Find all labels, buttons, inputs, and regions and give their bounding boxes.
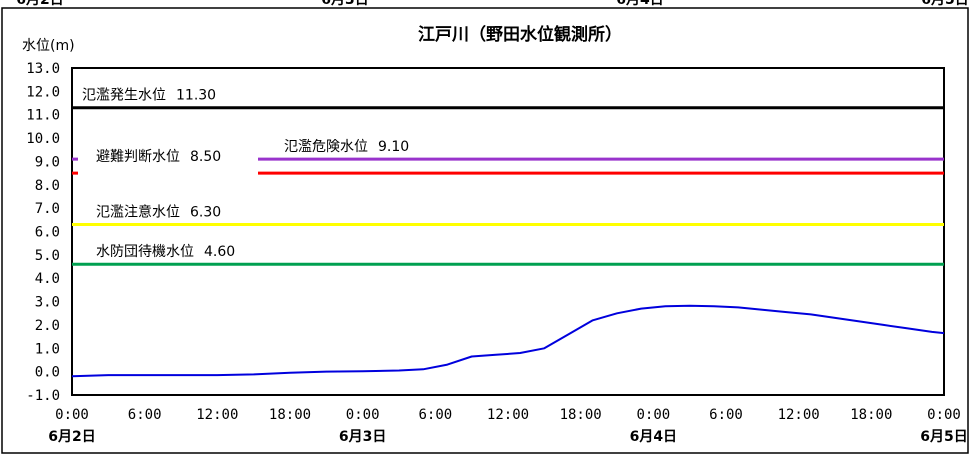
- y-axis-label: 水位(m): [22, 38, 75, 54]
- chart-title: 江戸川（野田水位観測所）: [418, 24, 622, 45]
- date-label: 6月5日: [920, 429, 967, 445]
- reference-line-value: 4.60: [204, 244, 235, 260]
- y-tick-label: 7.0: [35, 201, 60, 217]
- reference-line-value: 11.30: [176, 88, 216, 104]
- y-tick-label: -1.0: [26, 388, 60, 404]
- series-group: [71, 304, 945, 378]
- y-tick-label: 9.0: [35, 154, 60, 170]
- x-axis-ticks: 0:00 6:00 12:00 18:00 0:00 6:00 12:00 18:00 0:00…: [55, 407, 961, 423]
- x-tick-label: 12:00: [487, 407, 529, 423]
- label-background: [78, 153, 258, 178]
- x-tick-label: 18:00: [850, 407, 892, 423]
- y-tick-label: 8.0: [35, 178, 60, 194]
- date-label: 6月2日: [48, 429, 95, 445]
- reference-line-name: 避難判断水位: [96, 149, 180, 165]
- x-tick-label: 12:00: [778, 407, 820, 423]
- y-tick-label: 11.0: [26, 108, 60, 124]
- x-tick-label: 6:00: [709, 407, 743, 423]
- y-tick-label: 4.0: [35, 271, 60, 287]
- reference-line-label: 氾濫発生水位 11.30: [82, 88, 216, 104]
- top-date-label: 6月5日: [921, 0, 968, 8]
- top-partial-dates: 6月2日 6月3日 6月4日 6月5日: [16, 0, 968, 8]
- y-tick-label: 10.0: [26, 131, 60, 147]
- water-level-series-line: [71, 304, 945, 378]
- x-tick-label: 18:00: [560, 407, 602, 423]
- reference-line-name: 氾濫危険水位: [284, 139, 368, 155]
- y-tick-label: 6.0: [35, 225, 60, 241]
- date-label: 6月4日: [630, 429, 677, 445]
- reference-line-name: 氾濫注意水位: [96, 203, 180, 220]
- x-tick-label: 12:00: [196, 407, 238, 423]
- date-labels: 6月2日 6月3日 6月4日 6月5日: [48, 429, 967, 445]
- top-date-label: 6月2日: [16, 0, 63, 8]
- x-tick-label: 6:00: [128, 407, 162, 423]
- reference-line-label: 氾濫注意水位 6.30: [96, 203, 221, 220]
- reference-line-value: 8.50: [190, 149, 221, 165]
- reference-line-name: 氾濫発生水位: [82, 88, 166, 104]
- x-tick-label: 6:00: [418, 407, 452, 423]
- reference-line-label: 水防団待機水位 4.60: [96, 244, 235, 260]
- reference-line-name: 水防団待機水位: [96, 244, 194, 260]
- plot-area: [71, 67, 945, 396]
- reference-line-label: 避難判断水位 8.50: [96, 149, 221, 165]
- y-tick-label: 1.0: [35, 341, 60, 357]
- y-axis-ticks: 13.0 12.0 11.0 10.0 9.0 8.0 7.0 6.0 5.0 4.0 3.0 2.0…: [26, 61, 60, 404]
- reference-line-value: 6.30: [190, 204, 221, 220]
- y-tick-label: 12.0: [26, 84, 60, 100]
- y-tick-label: 13.0: [26, 61, 60, 77]
- y-tick-label: 2.0: [35, 318, 60, 334]
- reference-line-label: 氾濫危険水位 9.10: [284, 139, 409, 155]
- y-tick-label: 5.0: [35, 248, 60, 264]
- reference-line-value: 9.10: [378, 139, 409, 155]
- x-tick-label: 0:00: [346, 407, 380, 423]
- x-tick-label: 18:00: [269, 407, 311, 423]
- date-label: 6月3日: [339, 429, 386, 445]
- y-tick-label: 0.0: [35, 365, 60, 381]
- top-date-label: 6月3日: [321, 0, 368, 8]
- x-tick-label: 0:00: [636, 407, 670, 423]
- x-tick-label: 0:00: [927, 407, 961, 423]
- x-tick-label: 0:00: [55, 407, 89, 423]
- top-date-label: 6月4日: [616, 0, 663, 8]
- reference-lines: 氾濫発生水位 11.30 氾濫危険水位 9.10 避難判断水位 8.50 氾濫注意水位 6.3…: [72, 88, 944, 266]
- y-tick-label: 3.0: [35, 295, 60, 311]
